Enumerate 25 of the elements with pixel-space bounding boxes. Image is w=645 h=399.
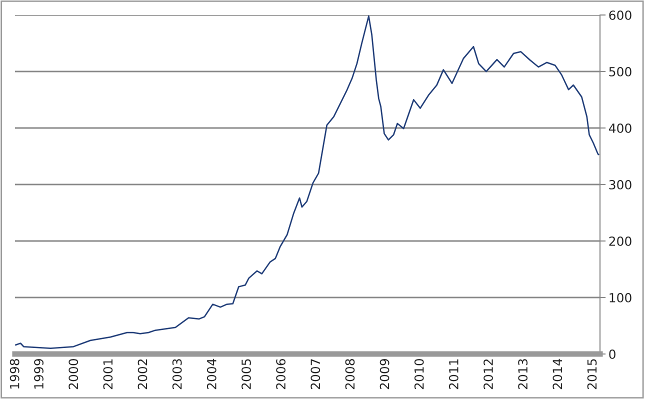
x-tick-label: 2006 — [276, 358, 286, 390]
x-tick-label: 2001 — [103, 359, 113, 390]
x-tick-label: 1998 — [10, 359, 20, 389]
x-tick-label: 2012 — [484, 359, 493, 390]
y-tick-label: 300 — [609, 180, 632, 190]
y-tick-label: 200 — [609, 236, 632, 246]
x-tick-label: 2004 — [206, 358, 216, 390]
y-tick-label: 500 — [609, 66, 632, 76]
x-tick-label: 2003 — [172, 359, 182, 390]
x-tick-label: 2008 — [345, 359, 355, 390]
x-tick-label: 2009 — [380, 359, 390, 390]
x-tick-label: 2015 — [587, 359, 597, 390]
y-tick-label: 100 — [610, 292, 632, 302]
x-tick-label: 2010 — [414, 358, 424, 390]
y-tick-label: 0 — [609, 349, 616, 359]
y-tick-label: 400 — [608, 123, 632, 133]
x-tick-label: 2007 — [310, 359, 320, 390]
x-tick-label: 2011 — [448, 359, 458, 390]
x-tick-label: 2014 — [552, 358, 562, 390]
x-tick-label: 1999 — [34, 359, 44, 389]
x-tick-label: 2013 — [518, 359, 528, 390]
x-tick-label: 2002 — [138, 359, 148, 390]
x-tick-label: 2000 — [68, 358, 78, 390]
y-tick-label: 600 — [609, 10, 632, 20]
x-tick-label: 2005 — [242, 359, 251, 390]
